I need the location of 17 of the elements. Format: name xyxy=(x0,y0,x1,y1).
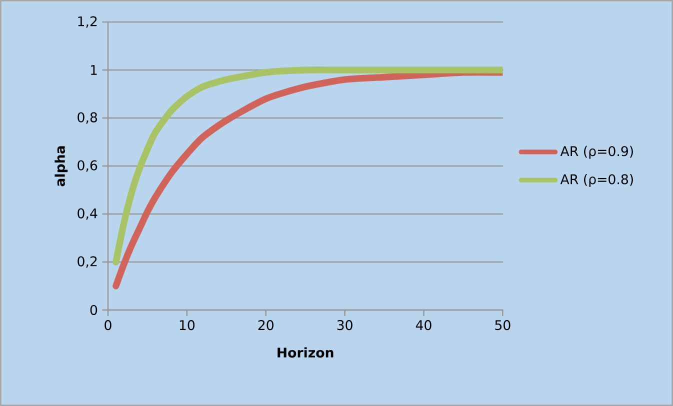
y-tick-label: 0,4 xyxy=(78,208,98,220)
x-tick-label: 10 xyxy=(180,320,195,330)
y-tick-label: 0,6 xyxy=(78,160,98,172)
legend-label: AR (ρ=0.8) xyxy=(560,174,633,187)
legend-label: AR (ρ=0.9) xyxy=(560,146,633,159)
x-tick-label: 0 xyxy=(104,320,112,330)
x-tick-label: 20 xyxy=(258,320,274,330)
x-tick-label: 30 xyxy=(337,320,352,330)
y-tick-label: 1 xyxy=(90,65,97,75)
y-axis-title: alpha xyxy=(54,146,68,186)
y-tick-label: 1,2 xyxy=(78,16,97,28)
y-tick-label: 0,2 xyxy=(78,256,97,268)
x-axis-title: Horizon xyxy=(278,347,334,358)
x-tick-label: 40 xyxy=(416,320,432,330)
y-tick-label: 0 xyxy=(90,304,98,316)
y-tick-label: 0,8 xyxy=(78,112,98,124)
x-tick-label: 50 xyxy=(495,320,510,330)
